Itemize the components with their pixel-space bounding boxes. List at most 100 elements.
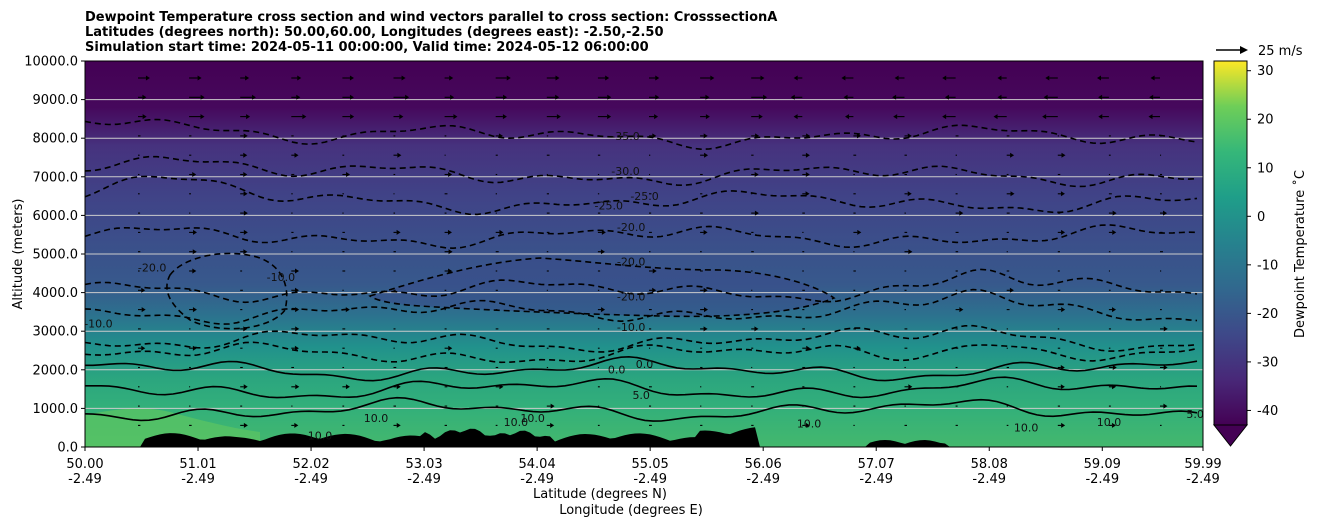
wind-vector-head [1163, 365, 1168, 370]
contour-line [85, 341, 1198, 364]
x-axis: 50.00-2.4951.01-2.4952.02-2.4953.03-2.49… [66, 447, 1222, 487]
y-tick-label: 0.0 [57, 441, 78, 456]
wind-vector-head [805, 172, 810, 177]
wind-vector-head [295, 384, 300, 390]
wind-vector-head [841, 75, 846, 81]
colorbar-tick-label: -30 [1257, 355, 1278, 370]
wind-vector-head [1112, 229, 1117, 235]
contour-label: -10.0 [267, 271, 295, 284]
contour-label: -20.0 [617, 221, 645, 234]
wind-vector-head [243, 249, 248, 255]
contour-label: -25.0 [595, 200, 623, 213]
wind-vector-head [944, 94, 949, 100]
wind-vector-head [448, 249, 453, 255]
wind-vector-head [243, 172, 248, 177]
wind-vector-head [1163, 326, 1168, 332]
y-axis: 0.0 1000.0 2000.0 3000.0 4000.0 5000.0 6000.0 7… [24, 55, 85, 456]
wind-vector-head [754, 172, 759, 177]
wind-vector-head [754, 326, 759, 332]
y-tick-label: 4000.0 [33, 286, 79, 301]
wind-vector-head [193, 229, 198, 235]
wind-vector-head [294, 345, 299, 351]
wind-vector-head [705, 94, 710, 100]
wind-vector-head [350, 114, 355, 120]
contour-line [85, 268, 1198, 304]
wind-vector-head [893, 114, 898, 120]
wind-vector-head [908, 384, 913, 390]
wind-vector-head [993, 114, 998, 120]
wind-vector-head [605, 75, 610, 81]
wind-vector-head [703, 307, 708, 313]
wind-vector-head [997, 94, 1002, 100]
wind-vector-head [294, 422, 299, 428]
quiver-key: 25 m/s [1216, 44, 1303, 59]
wind-vector-head [499, 229, 504, 235]
contour-line [85, 224, 1198, 250]
contour-label: -20.0 [617, 290, 645, 303]
wind-vector-head [703, 326, 708, 332]
wind-vector-head [295, 326, 300, 332]
wind-vector-head [704, 152, 709, 158]
contour-label: -10.0 [617, 321, 645, 334]
wind-vector-head [453, 114, 458, 120]
wind-vector-head [192, 172, 197, 177]
contour-label: -30.0 [611, 165, 639, 178]
contour-label: 10.0 [364, 412, 389, 425]
wind-vector-head [396, 229, 401, 235]
x-tick-label-lat: 59.09 [1084, 457, 1121, 472]
colorbar-extend-min [1212, 424, 1249, 447]
wind-vectors [138, 75, 1168, 428]
contour-line [85, 396, 1198, 422]
wind-vector-head [754, 210, 759, 216]
wind-vector-head [942, 75, 947, 81]
y-tick-label: 5000.0 [33, 248, 79, 263]
wind-vector-head [399, 114, 404, 120]
wind-vector-head [245, 75, 250, 81]
wind-vector-head [703, 133, 708, 139]
wind-vector-head [997, 75, 1002, 81]
wind-vector-head [843, 94, 848, 100]
contour-label: 0.0 [608, 364, 626, 377]
x-tick-label-lon: -2.49 [1085, 472, 1119, 487]
contour-label: -10.0 [84, 317, 112, 330]
chart-title: Dewpoint Temperature cross section and w… [85, 10, 777, 55]
wind-vector-head [1009, 287, 1014, 293]
colorbar: -40 -30 -20 -10 0 10 20 30 Dewpoint Temperature… [1212, 60, 1308, 447]
wind-vector-head [1045, 75, 1050, 81]
colorbar-tick-label: 20 [1257, 113, 1274, 128]
x-tick-label-lat: 58.08 [971, 457, 1008, 472]
contour-line [85, 355, 1198, 382]
wind-vector-head [652, 287, 657, 293]
x-tick-label-lat: 50.00 [66, 457, 103, 472]
wind-vector-head [1042, 114, 1047, 120]
wind-vector-head [907, 191, 912, 197]
wind-vector-head [805, 152, 810, 158]
contour-label: 10.0 [1014, 422, 1039, 435]
wind-vector-head [1061, 422, 1066, 428]
x-tick-label-lat: 54.04 [519, 457, 556, 472]
wind-vector-head [141, 345, 146, 351]
wind-vector-head [405, 94, 410, 100]
wind-vector-head [556, 114, 561, 120]
wind-vector-head [1111, 422, 1116, 428]
wind-vector-head [1060, 384, 1065, 390]
wind-vector-head [856, 133, 861, 139]
plot-area: -35.0 -30.0 -25.0 -25.0 -20.0 -20.0 -20.0 -20.0… [84, 61, 1203, 447]
wind-vector-head [449, 75, 454, 81]
wind-vector-head [790, 94, 795, 100]
wind-vector-head [243, 133, 248, 139]
wind-vector-head [1060, 191, 1065, 197]
wind-vector-head [959, 307, 964, 313]
wind-vector-head [1010, 152, 1015, 158]
wind-vector-head [1061, 307, 1066, 313]
contour-label: 10.0 [504, 416, 529, 429]
wind-vector-head [607, 94, 612, 100]
contour-label: 0.0 [636, 358, 654, 371]
wind-vector-head [396, 422, 401, 428]
wind-vector-head [763, 94, 768, 100]
wind-vector-head [550, 422, 555, 428]
wind-vector-head [447, 229, 452, 235]
wind-vector-head [942, 114, 947, 120]
x-axis-label-longitude: Longitude (degrees E) [559, 503, 703, 518]
